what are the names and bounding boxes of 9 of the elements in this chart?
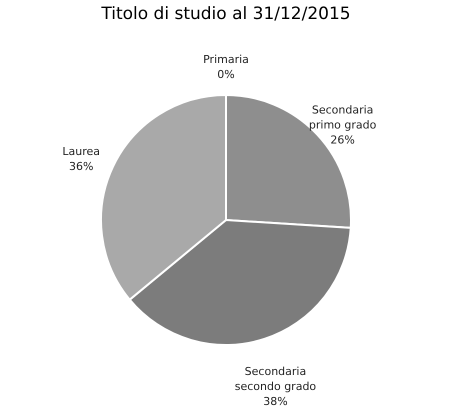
text: 0% [217, 68, 235, 81]
slice-label: Laurea [62, 144, 100, 158]
category-label: Primaria [203, 53, 249, 66]
chart-title: Titolo di studio al 31/12/2015 [100, 4, 351, 24]
slice-label: Secondaria secondo grado [234, 365, 316, 394]
slice-label: Secondaria primo grado [308, 103, 377, 132]
data-label: 26% [330, 133, 355, 146]
data-label: 36% [69, 160, 94, 173]
data-label: 38% [263, 395, 288, 408]
